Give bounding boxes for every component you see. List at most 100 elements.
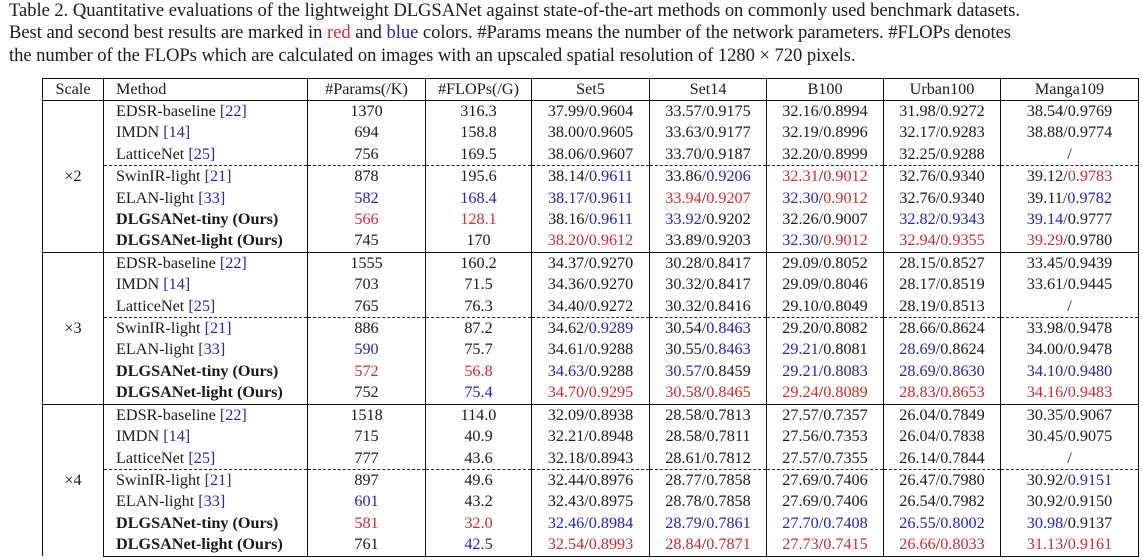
separator: /: [584, 253, 589, 272]
separator: /: [818, 427, 824, 446]
separator: /: [935, 383, 941, 402]
separator: /: [701, 405, 707, 424]
separator: /: [935, 492, 941, 511]
citation-link[interactable]: [25]: [188, 144, 216, 163]
ssim-value: 0.9295: [588, 383, 634, 402]
ssim-value: 0.8630: [940, 361, 985, 380]
table-row: IMDN [14] 715 40.9 32.21/0.8948 28.58/0.7811…: [43, 426, 1139, 448]
psnr-value: 28.77: [665, 470, 702, 489]
manga109-cell: /: [1000, 295, 1139, 318]
ssim-value: 0.7858: [706, 470, 751, 489]
psnr-value: 26.54: [899, 492, 936, 511]
psnr-value: 27.56: [782, 427, 819, 446]
urban100-cell: 26.14/0.7844: [883, 447, 1001, 470]
citation-link[interactable]: [22]: [219, 405, 247, 424]
citation-link[interactable]: [21]: [204, 319, 232, 338]
citation-link[interactable]: [21]: [204, 167, 232, 186]
ssim-value: 0.9012: [823, 231, 868, 250]
citation-link[interactable]: [33]: [198, 188, 226, 207]
na-value: /: [1067, 296, 1072, 315]
psnr-value: 28.84: [665, 535, 702, 554]
separator: /: [935, 144, 941, 163]
method-name: DLGSANet-light (Ours): [116, 535, 283, 554]
psnr-value: 28.58: [665, 427, 702, 446]
set5-cell: 34.63/0.9288: [531, 360, 650, 383]
ssim-value: 0.9611: [589, 167, 633, 186]
b100-cell: 27.70/0.7408: [766, 512, 884, 535]
psnr-value: 27.70: [782, 513, 819, 532]
ssim-value: 0.9605: [588, 123, 634, 142]
header-flops: #FLOPs(/G): [425, 78, 532, 101]
separator: /: [1063, 535, 1068, 554]
psnr-value: 28.15: [899, 253, 936, 272]
method-cell: EDSR-baseline [22]: [103, 251, 308, 275]
psnr-value: 33.92: [665, 210, 702, 229]
citation-link[interactable]: [25]: [188, 296, 216, 315]
method-cell: EDSR-baseline [22]: [103, 403, 308, 427]
psnr-value: 32.82: [899, 210, 936, 229]
header-set5: Set5: [531, 78, 650, 101]
separator: /: [584, 405, 589, 424]
psnr-value: 32.30: [782, 188, 819, 207]
separator: /: [1063, 470, 1068, 489]
method-name: DLGSANet-tiny (Ours): [116, 513, 279, 532]
method-cell: IMDN [14]: [103, 274, 308, 296]
separator: /: [818, 102, 824, 120]
separator: /: [702, 427, 707, 446]
set14-cell: 30.32/0.8417: [649, 274, 767, 296]
separator: /: [935, 167, 941, 186]
psnr-value: 32.25: [899, 144, 936, 163]
method-name: SwinIR-light: [116, 167, 205, 186]
citation-link[interactable]: [33]: [198, 340, 226, 359]
citation-link[interactable]: [25]: [188, 448, 216, 467]
separator: /: [818, 492, 824, 511]
psnr-value: 26.47: [899, 470, 936, 489]
ssim-value: 0.9483: [1067, 383, 1113, 402]
separator: /: [818, 319, 824, 338]
citation-link[interactable]: [14]: [163, 123, 191, 142]
separator: /: [818, 470, 824, 489]
ssim-value: 0.9445: [1067, 275, 1113, 294]
citation-link[interactable]: [33]: [198, 492, 226, 511]
ssim-value: 0.9782: [1067, 188, 1112, 207]
b100-cell: 27.69/0.7406: [766, 491, 884, 513]
separator: /: [1063, 492, 1068, 511]
manga109-cell: 33.61/0.9445: [1000, 274, 1139, 296]
set5-cell: 38.14/0.9611: [531, 165, 650, 188]
psnr-value: 34.16: [1026, 383, 1064, 402]
ssim-value: 0.8984: [588, 513, 634, 532]
ssim-value: 0.7353: [823, 427, 868, 446]
separator: /: [584, 427, 589, 446]
citation-link[interactable]: [14]: [163, 275, 191, 294]
ssim-value: 0.9288: [588, 361, 634, 380]
citation-link[interactable]: [21]: [204, 470, 232, 489]
params-cell: 582: [307, 187, 426, 210]
separator: /: [818, 231, 824, 250]
set5-cell: 32.43/0.8975: [531, 491, 650, 513]
method-name: SwinIR-light: [116, 470, 205, 489]
ssim-value: 0.8416: [706, 296, 751, 315]
ssim-value: 0.8463: [706, 319, 751, 338]
caption-line-2: Best and second best results are marked …: [9, 22, 1143, 44]
separator: /: [701, 144, 707, 163]
psnr-value: 32.18: [547, 448, 585, 467]
psnr-value: 33.45: [1026, 253, 1064, 272]
method-cell: ELAN-light [33]: [103, 339, 308, 361]
set14-cell: 28.77/0.7858: [649, 468, 767, 492]
separator: /: [1063, 231, 1068, 250]
separator: /: [1063, 102, 1068, 120]
citation-link[interactable]: [22]: [219, 102, 247, 120]
psnr-value: 27.69: [782, 492, 819, 511]
ssim-value: 0.8083: [823, 361, 868, 380]
method-cell: IMDN [14]: [103, 426, 308, 448]
manga109-cell: 33.45/0.9439: [1000, 251, 1139, 275]
urban100-cell: 28.83/0.8653: [883, 382, 1001, 405]
psnr-value: 26.55: [899, 513, 936, 532]
citation-link[interactable]: [14]: [163, 427, 191, 446]
ssim-value: 0.7812: [706, 448, 751, 467]
ssim-value: 0.9612: [588, 231, 634, 250]
psnr-value: 38.17: [548, 188, 585, 207]
ssim-value: 0.8089: [823, 383, 868, 402]
citation-link[interactable]: [22]: [219, 253, 247, 272]
flops-cell: 169.5: [425, 143, 532, 166]
